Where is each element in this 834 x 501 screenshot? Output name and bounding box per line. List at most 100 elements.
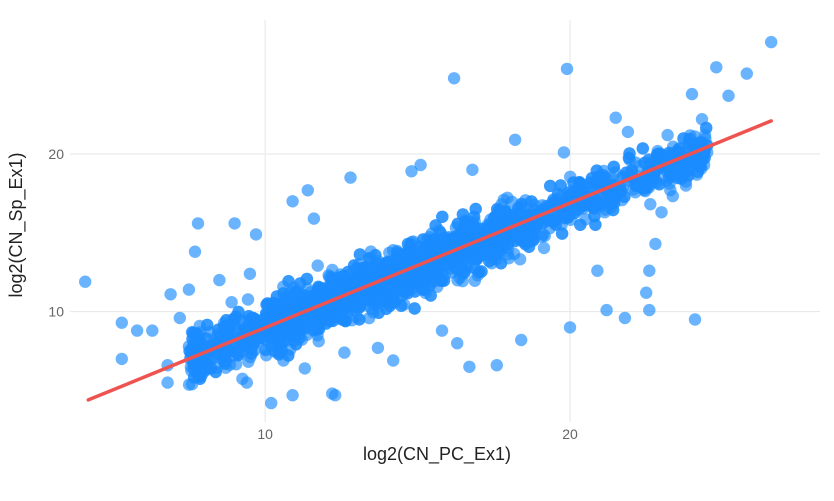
data-point <box>270 290 284 303</box>
data-point <box>146 324 159 337</box>
data-point <box>592 175 606 188</box>
data-point <box>474 247 487 260</box>
data-point <box>629 179 643 193</box>
data-point <box>194 370 208 383</box>
data-point <box>437 274 451 287</box>
data-point <box>710 61 723 74</box>
data-point <box>497 193 510 206</box>
data-point <box>164 288 177 301</box>
data-point <box>536 228 550 241</box>
data-point <box>115 316 128 329</box>
data-point <box>444 254 458 267</box>
data-point <box>385 276 398 289</box>
data-point <box>377 289 391 302</box>
data-point <box>568 206 581 220</box>
data-point <box>417 278 430 291</box>
data-point <box>591 264 604 277</box>
data-point <box>260 312 274 326</box>
data-point <box>372 306 385 319</box>
data-point <box>353 313 366 326</box>
data-point <box>590 164 603 177</box>
data-point <box>347 278 360 291</box>
data-point <box>329 389 342 402</box>
data-point <box>466 163 479 176</box>
data-point <box>248 312 261 325</box>
data-point <box>241 293 255 306</box>
x-axis-title: log2(CN_PC_Ex1) <box>363 444 511 465</box>
data-point <box>515 333 528 347</box>
data-point <box>173 311 186 325</box>
data-point <box>435 233 449 246</box>
data-point <box>455 226 468 239</box>
data-point <box>427 241 441 254</box>
data-point <box>436 210 449 223</box>
data-point <box>555 227 569 240</box>
data-point <box>307 212 321 225</box>
data-point <box>298 362 311 375</box>
data-point <box>765 35 778 49</box>
data-point <box>333 271 347 284</box>
data-point <box>609 111 622 124</box>
data-point <box>191 217 205 230</box>
data-point <box>519 238 532 251</box>
data-point <box>249 332 263 345</box>
data-point <box>560 62 574 76</box>
data-point <box>408 302 421 315</box>
data-point <box>625 164 639 177</box>
data-point <box>318 307 331 320</box>
data-point <box>298 318 311 332</box>
data-point <box>371 341 385 355</box>
data-point <box>225 344 238 358</box>
data-point <box>563 189 577 202</box>
data-point <box>359 293 372 307</box>
y-tick-label: 20 <box>48 146 64 162</box>
data-point <box>344 171 357 184</box>
fit-line <box>86 119 773 402</box>
data-point <box>623 147 636 160</box>
data-point <box>228 217 241 230</box>
data-point <box>277 354 290 367</box>
data-point <box>379 256 393 270</box>
data-point <box>679 179 693 192</box>
data-point <box>115 352 128 366</box>
data-point <box>358 262 371 275</box>
data-point <box>664 183 677 197</box>
data-point <box>282 275 295 288</box>
data-point <box>312 335 325 348</box>
data-point <box>286 389 299 402</box>
data-point <box>79 275 92 288</box>
data-point <box>600 303 613 317</box>
y-axis-title: log2(CN_Sp_Ex1) <box>6 152 27 297</box>
data-point <box>618 311 632 325</box>
data-points <box>79 35 778 410</box>
data-point <box>161 376 174 389</box>
data-point <box>640 286 653 299</box>
data-point <box>621 125 635 139</box>
data-point <box>563 321 577 334</box>
data-point <box>335 304 348 317</box>
data-point <box>525 195 538 208</box>
data-point <box>469 202 482 216</box>
regression-line <box>86 119 773 402</box>
data-point <box>549 218 562 231</box>
data-point <box>463 360 476 373</box>
data-point <box>508 133 522 146</box>
x-tick-label: 20 <box>562 426 578 442</box>
data-point <box>554 179 567 192</box>
data-point <box>417 245 430 258</box>
data-point <box>286 195 299 208</box>
data-point <box>564 170 577 183</box>
data-point <box>688 313 702 326</box>
data-point <box>492 204 506 217</box>
data-point <box>685 87 699 101</box>
data-point <box>523 227 537 241</box>
data-point <box>606 192 619 206</box>
data-point <box>387 354 400 367</box>
data-point <box>324 278 337 291</box>
data-point <box>362 252 376 265</box>
data-point <box>227 313 240 326</box>
tick-labels: 10 20 10 20 <box>48 146 578 442</box>
data-point <box>225 296 238 309</box>
data-point <box>492 215 506 228</box>
